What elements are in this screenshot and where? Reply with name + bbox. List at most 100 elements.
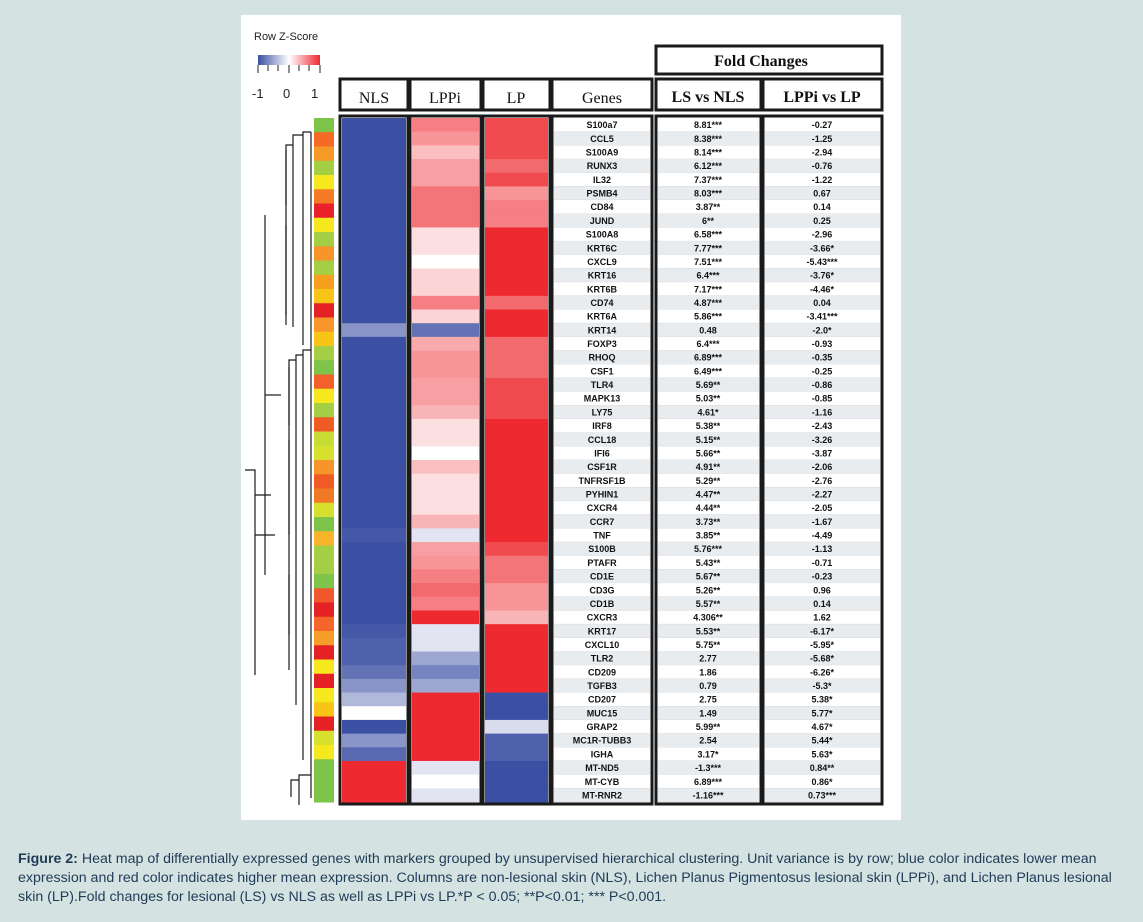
heatmap-cell	[485, 665, 548, 680]
gene-name: TNF	[593, 531, 611, 541]
heatmap-cell	[342, 487, 406, 502]
heatmap-cell	[412, 774, 479, 789]
fold-change-ls-vs-nls: 5.43**	[696, 558, 721, 568]
fold-change-lppi-vs-lp: -6.17*	[810, 626, 835, 636]
fold-change-lppi-vs-lp: -1.13	[812, 544, 833, 554]
fold-change-ls-vs-nls: -1.3***	[695, 763, 722, 773]
table-row-bg	[765, 350, 880, 365]
heatmap-cell	[485, 364, 548, 379]
heatmap-cell	[412, 747, 479, 762]
heatmap-cell	[342, 145, 406, 160]
table-row-bg	[765, 268, 880, 283]
fold-change-lppi-vs-lp: -2.43	[812, 421, 833, 431]
table-row-bg	[765, 501, 880, 515]
heatmap-cell	[342, 760, 406, 776]
table-row-bg	[554, 514, 650, 529]
row-color-block	[314, 417, 334, 432]
heatmap-cell	[485, 350, 548, 365]
table-row-bg	[658, 624, 759, 638]
gene-name: KRT6C	[587, 243, 618, 253]
table-row-bg	[765, 309, 880, 324]
heatmap-cell	[342, 569, 406, 584]
fold-change-ls-vs-nls: 5.86***	[694, 312, 723, 322]
gene-name: S100B	[588, 544, 616, 554]
fold-change-ls-vs-nls: 4.91**	[696, 462, 721, 472]
table-row-bg	[765, 418, 880, 433]
row-color-block	[314, 716, 334, 732]
table-row-bg	[765, 460, 880, 474]
fold-change-ls-vs-nls: 4.47**	[696, 490, 721, 500]
table-row-bg	[765, 760, 880, 775]
fold-change-ls-vs-nls: 1.86	[699, 667, 717, 677]
table-row-bg	[658, 172, 759, 187]
table-row-bg	[554, 678, 650, 693]
heatmap-cell	[342, 350, 406, 365]
fold-change-lppi-vs-lp: -0.27	[812, 120, 833, 130]
table-row-bg	[765, 651, 880, 666]
table-row-bg	[554, 733, 650, 748]
table-row-bg	[658, 692, 759, 707]
fold-change-lppi-vs-lp: -5.3*	[812, 681, 832, 691]
fold-change-lppi-vs-lp: 0.25	[813, 216, 831, 226]
table-row-bg	[765, 596, 880, 611]
table-row-bg	[658, 774, 759, 789]
heatmap-cell	[412, 200, 479, 215]
heatmap-cell	[412, 555, 479, 571]
gene-name: MAPK13	[584, 394, 621, 404]
table-row-bg	[658, 733, 759, 748]
table-row-bg	[765, 159, 880, 173]
gene-name: KRT17	[588, 626, 617, 636]
heatmap-cell	[342, 418, 406, 434]
fold-change-lppi-vs-lp: -3.76*	[810, 271, 835, 281]
row-color-block	[314, 517, 334, 532]
gene-name: S100a7	[586, 120, 617, 130]
heatmap-cell	[485, 227, 548, 242]
table-row-bg	[554, 610, 650, 625]
heatmap-cell	[485, 118, 548, 133]
table-row-bg	[765, 665, 880, 679]
table-row-bg	[765, 706, 880, 720]
heatmap-cell	[485, 336, 548, 352]
heatmap-cell	[485, 706, 548, 721]
table-row-bg	[554, 159, 650, 173]
gene-name: CCR7	[590, 517, 615, 527]
fold-change-lppi-vs-lp: -5.43***	[806, 257, 838, 267]
fold-change-ls-vs-nls: 5.38**	[696, 421, 721, 431]
table-row-bg	[554, 200, 650, 214]
fold-change-lppi-vs-lp: 4.67*	[811, 722, 833, 732]
gene-name: RHOQ	[589, 353, 616, 363]
gene-name: TLR2	[591, 654, 614, 664]
heatmap-cell	[342, 555, 406, 571]
heatmap-cell	[412, 733, 479, 748]
heatmap-cell	[485, 555, 548, 571]
gene-name: TGFB3	[587, 681, 617, 691]
heatmap-cell	[485, 418, 548, 434]
legend-tick-marks	[257, 65, 321, 73]
heatmap-cell	[342, 624, 406, 639]
fold-change-ls-vs-nls: 3.85**	[696, 531, 721, 541]
gene-name: CSF1R	[587, 462, 617, 472]
row-color-block	[314, 246, 334, 261]
fold-change-ls-vs-nls: 8.81***	[694, 120, 723, 130]
heatmap-cell	[342, 377, 406, 393]
fold-change-ls-vs-nls: 8.03***	[694, 189, 723, 199]
heatmap-cell	[412, 131, 479, 146]
gene-name: PTAFR	[587, 558, 617, 568]
table-row-bg	[554, 760, 650, 775]
heatmap-cell	[412, 569, 479, 584]
header-box-lp	[481, 77, 552, 112]
heatmap-cell	[342, 186, 406, 201]
row-color-block	[314, 374, 334, 390]
row-color-block	[314, 474, 334, 489]
gene-name: IFI6	[594, 448, 610, 458]
table-row-bg	[765, 583, 880, 597]
table-row-bg	[554, 569, 650, 584]
row-color-block	[314, 189, 334, 204]
heatmap-cell	[342, 473, 406, 488]
heatmap-cell	[412, 678, 479, 694]
table-row-bg	[554, 596, 650, 611]
table-row-bg	[765, 678, 880, 693]
heatmap-cell	[342, 159, 406, 174]
fold-change-ls-vs-nls: 3.73**	[696, 517, 721, 527]
table-row-bg	[658, 542, 759, 556]
